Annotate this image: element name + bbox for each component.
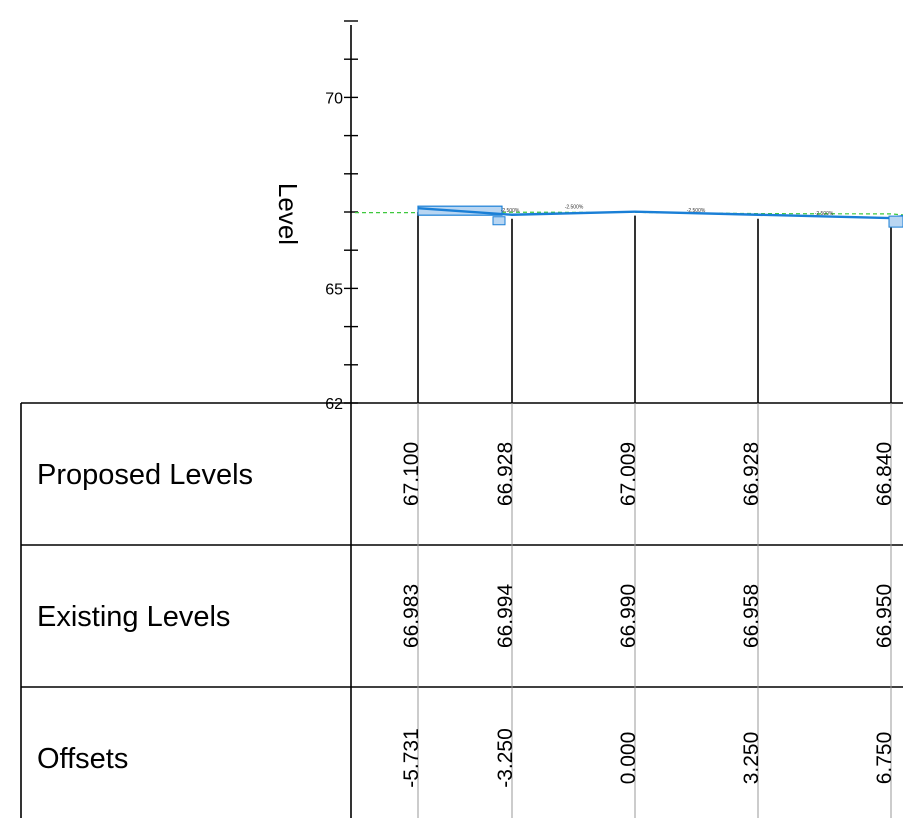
table-cell-value: 66.958: [740, 584, 763, 648]
y-tick-label: 65: [325, 281, 343, 298]
table-row-label: Existing Levels: [37, 601, 230, 633]
y-axis-label: Level: [273, 183, 303, 245]
table-cell-value: 66.994: [494, 584, 517, 649]
data-table: Proposed Levels 67.100 66.928 67.009 66.928 6…: [20, 402, 903, 818]
grade-label: -2.500%: [501, 208, 520, 214]
table-cell-value: 66.983: [400, 584, 423, 648]
table-cell-value: 66.928: [494, 442, 517, 506]
table-cell-value: -5.731: [400, 728, 423, 788]
table-cell-value: 66.840: [873, 442, 896, 506]
table-cell-value: -3.250: [494, 728, 517, 788]
table-row-label: Proposed Levels: [37, 459, 253, 491]
table-cell-value: 66.990: [617, 584, 640, 648]
y-tick-label: 70: [325, 90, 343, 107]
grade-label: -2.500%: [565, 205, 584, 211]
table-cell-value: 3.250: [740, 732, 763, 785]
kerb-left-foot: [492, 216, 506, 226]
table-cell-value: 6.750: [873, 732, 896, 785]
table-cell-value: 0.000: [617, 732, 640, 785]
y-tick-label: 62: [325, 396, 343, 413]
table-cell-value: 67.100: [400, 442, 423, 506]
table-cell-value: 66.928: [740, 442, 763, 506]
chart-layer: 70 65 62 Level -2.500% -2.500% -2.500% -2.500%: [273, 20, 903, 413]
grade-label: -2.500%: [815, 211, 834, 217]
table-row-label: Offsets: [37, 743, 128, 775]
table-cell-value: 67.009: [617, 442, 640, 506]
kerb-right-shape: [888, 215, 903, 228]
table-cell-value: 66.950: [873, 584, 896, 648]
grade-label: -2.500%: [687, 208, 706, 214]
